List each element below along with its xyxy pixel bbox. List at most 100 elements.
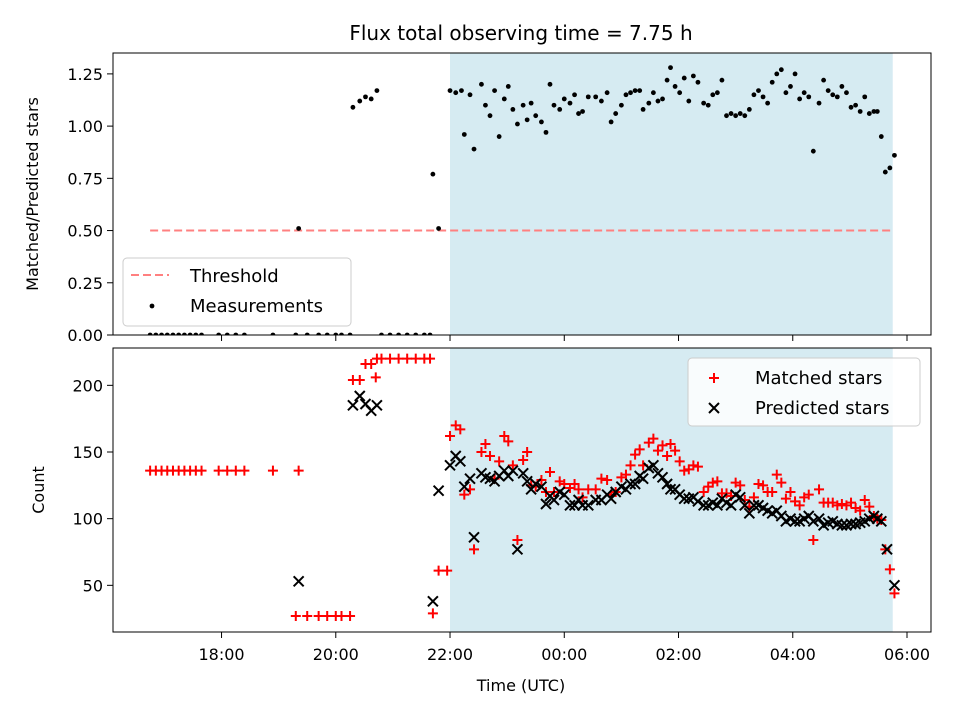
- matched-star-point: [859, 495, 870, 505]
- matched-star-point: [739, 495, 750, 505]
- measurement-point: [567, 100, 573, 106]
- matched-star-point: [657, 440, 668, 451]
- predicted-star-point: [664, 483, 677, 496]
- y-axis-label: Count: [29, 466, 48, 514]
- measurement-point: [783, 90, 789, 96]
- matched-star-point: [785, 487, 796, 497]
- matched-star-point: [433, 565, 444, 576]
- measurement-point: [733, 113, 739, 119]
- predicted-star-point: [458, 480, 471, 493]
- measurement-point: [333, 332, 339, 335]
- matched-star-point: [814, 484, 825, 495]
- x-tick-label: 22:00: [427, 645, 473, 664]
- matched-star-point: [753, 479, 764, 489]
- measurement-point: [778, 67, 784, 73]
- matched-star-point: [620, 469, 631, 480]
- matched-star-point: [808, 535, 819, 545]
- measurement-point: [816, 100, 822, 106]
- matched-star-point: [425, 353, 436, 364]
- measurement-point: [618, 102, 624, 108]
- matched-star-point: [370, 372, 381, 383]
- predicted-star-point: [517, 467, 529, 480]
- matched-star-point: [393, 353, 404, 364]
- measurement-point: [164, 332, 170, 335]
- measurement-point: [293, 332, 299, 335]
- predicted-star-point: [582, 499, 594, 512]
- predicted-star-point: [629, 478, 641, 490]
- measurement-point: [170, 332, 176, 335]
- y-tick-label: 1.25: [67, 65, 103, 84]
- measurement-point: [672, 84, 678, 89]
- predicted-star-point: [558, 488, 570, 501]
- predicted-star-point: [535, 480, 548, 493]
- matched-star-point: [670, 445, 681, 456]
- x-tick-label: 04:00: [770, 645, 816, 664]
- measurement-point: [844, 90, 849, 96]
- predicted-star-point: [697, 499, 710, 512]
- matched-star-point: [222, 465, 233, 476]
- legend-matched-swatch: [709, 373, 719, 383]
- legend-predicted-swatch: [708, 402, 720, 414]
- measurement-point: [459, 88, 464, 93]
- measurement-point: [613, 111, 619, 116]
- measurement-point: [660, 96, 665, 102]
- x-axis-label: Time (UTC): [476, 676, 565, 695]
- measurement-point: [479, 81, 484, 87]
- measurement-point: [830, 92, 836, 98]
- measurement-point: [404, 332, 410, 335]
- y-tick-label: 0.25: [67, 274, 103, 293]
- predicted-star-point: [444, 459, 456, 472]
- predicted-star-point: [427, 595, 439, 608]
- matched-star-point: [336, 611, 347, 621]
- measurement-point: [640, 107, 646, 112]
- observing-window-span: [450, 53, 893, 335]
- measurement-point: [821, 77, 827, 83]
- measurement-point: [374, 88, 380, 93]
- matched-star-point: [771, 469, 782, 480]
- measurement-point: [241, 332, 247, 335]
- measurement-point: [839, 84, 845, 89]
- predicted-star-point: [739, 499, 751, 512]
- measurement-point: [396, 332, 402, 335]
- markers: [145, 353, 901, 621]
- measurement-point: [547, 81, 553, 87]
- legend-matched-label: Matched stars: [755, 368, 882, 389]
- predicted-star-point: [807, 515, 820, 528]
- measurement-point: [159, 332, 164, 335]
- x-tick-label: 00:00: [541, 645, 587, 664]
- predicted-star-point: [647, 459, 660, 472]
- matched-star-point: [512, 535, 523, 545]
- matched-star-point: [345, 611, 356, 621]
- matched-star-point: [503, 436, 514, 447]
- x-tick-label: 18:00: [198, 645, 244, 664]
- matched-star-point: [712, 476, 723, 487]
- measurement-point: [216, 332, 222, 335]
- y-tick-label: 100: [72, 510, 103, 529]
- measurement-point: [339, 332, 344, 335]
- predicted-star-point: [711, 499, 724, 512]
- predicted-star-point: [548, 494, 560, 506]
- measurement-point: [599, 98, 604, 104]
- measurement-point: [436, 226, 442, 231]
- matched-star-point: [573, 484, 584, 495]
- measurement-point: [528, 100, 534, 106]
- markers: [147, 65, 897, 335]
- matched-star-point: [427, 608, 438, 619]
- measurement-point: [862, 94, 868, 100]
- predicted-star-point: [530, 478, 542, 490]
- measurement-point: [501, 96, 507, 102]
- predicted-star-point: [692, 495, 704, 508]
- predicted-star-point: [354, 390, 366, 402]
- measurement-point: [471, 146, 477, 152]
- matched-star-point: [692, 461, 703, 472]
- measurement-point: [853, 102, 858, 108]
- matched-star-point: [366, 359, 377, 369]
- matched-star-point: [385, 353, 396, 364]
- predicted-star-point: [881, 543, 893, 556]
- matched-star-point: [536, 475, 547, 485]
- y-tick-label: 0.50: [67, 222, 103, 241]
- measurement-point: [604, 90, 610, 96]
- predicted-star-point: [371, 399, 383, 412]
- matched-star-point: [864, 501, 875, 512]
- measurement-point: [593, 94, 599, 100]
